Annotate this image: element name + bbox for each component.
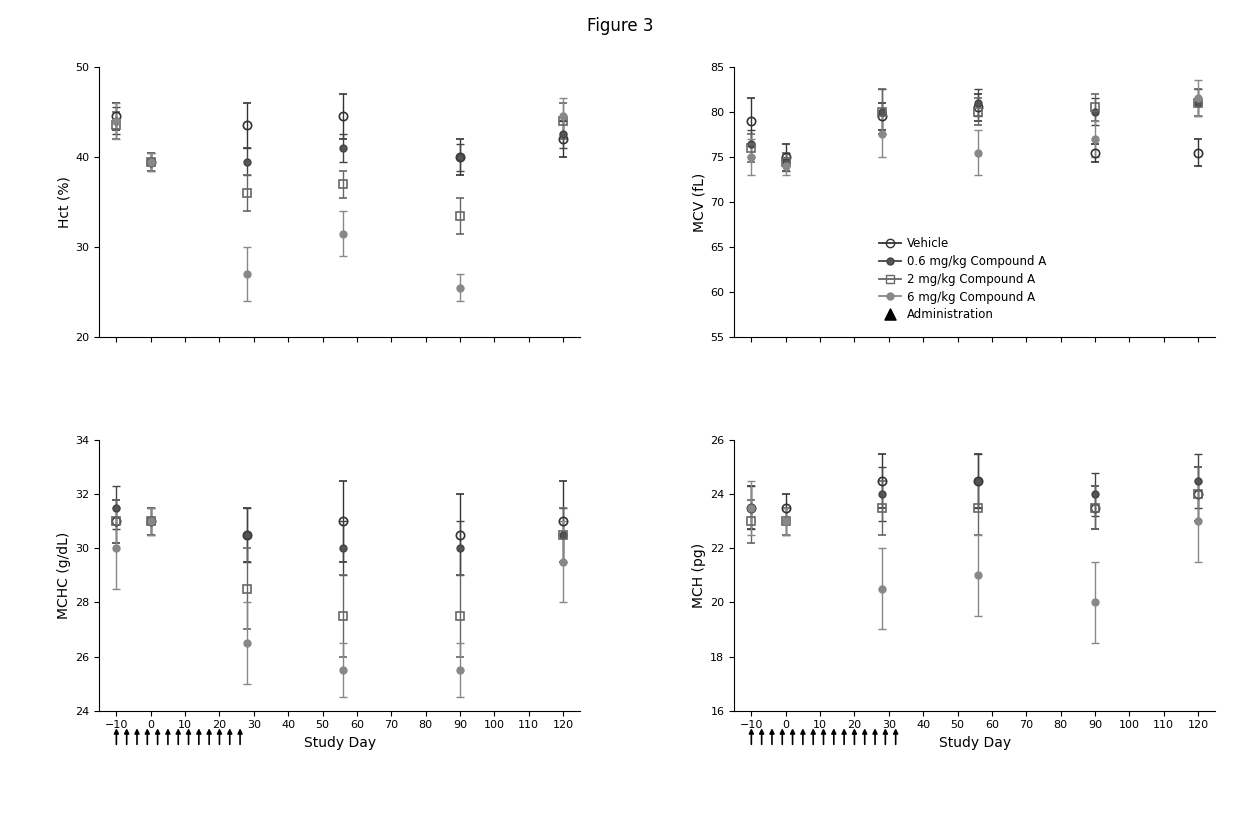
Y-axis label: Hct (%): Hct (%) xyxy=(57,176,71,228)
Y-axis label: MCH (pg): MCH (pg) xyxy=(692,543,706,608)
X-axis label: Study Day: Study Day xyxy=(304,736,376,750)
Legend: Vehicle, 0.6 mg/kg Compound A, 2 mg/kg Compound A, 6 mg/kg Compound A, Administr: Vehicle, 0.6 mg/kg Compound A, 2 mg/kg C… xyxy=(874,232,1050,326)
Y-axis label: MCV (fL): MCV (fL) xyxy=(692,172,706,232)
X-axis label: Study Day: Study Day xyxy=(939,736,1011,750)
Text: Figure 3: Figure 3 xyxy=(587,17,653,35)
Y-axis label: MCHC (g/dL): MCHC (g/dL) xyxy=(57,532,71,619)
